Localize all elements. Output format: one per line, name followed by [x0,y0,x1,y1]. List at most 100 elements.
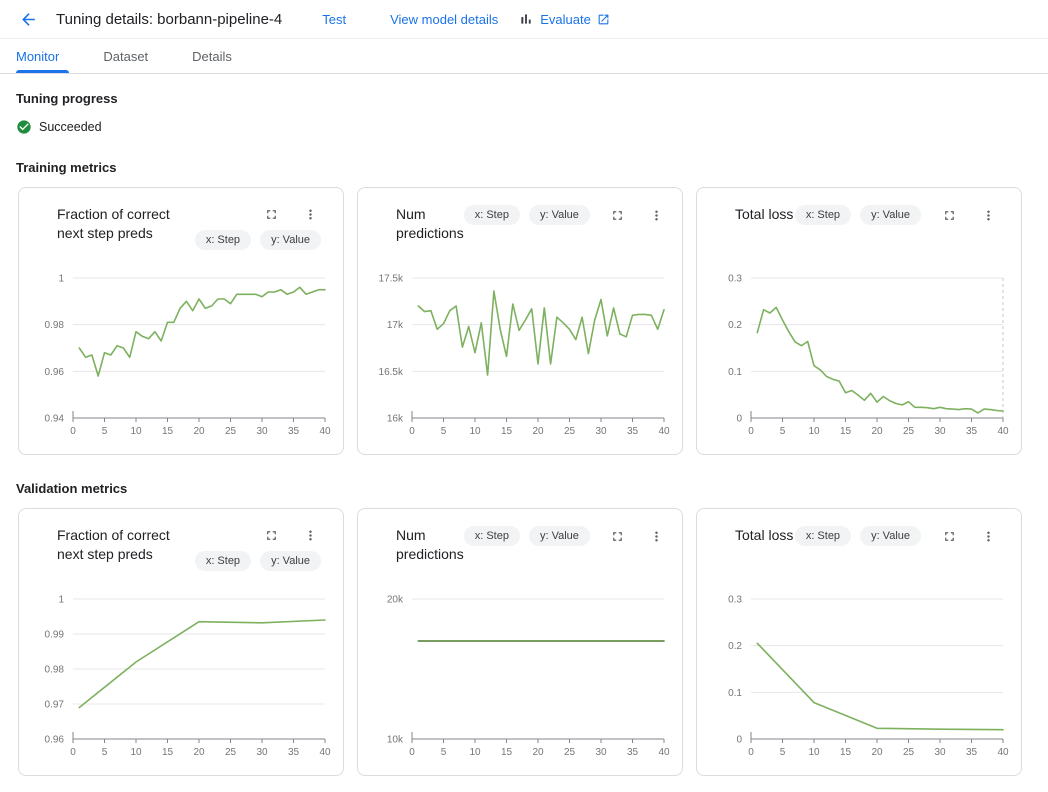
chart-title: Total loss [735,527,794,543]
line-chart: 0 0.1 0.2 0.3 0 5 10 15 20 25 30 35 40 [728,274,1009,438]
expand-chart-button[interactable] [609,527,627,545]
expand-chart-button[interactable] [940,206,958,224]
validation-metrics-heading: Validation metrics [16,481,128,496]
svg-text:40: 40 [997,747,1009,758]
svg-text:0: 0 [70,747,76,758]
open-in-new-icon [598,14,609,24]
view-model-details-button[interactable]: View model details [390,11,499,27]
validation-metrics-row: Fraction of correct next step preds x: St… [18,508,1032,776]
svg-text:15: 15 [840,426,852,437]
line-chart: 10k 20k 0 5 10 15 20 25 30 35 40 [387,595,670,759]
svg-text:10: 10 [130,747,142,758]
expand-chart-button[interactable] [262,526,280,544]
metric-card: Num predictions x: Step y: Value 16k 16.5k 17… [357,187,683,455]
tab-details[interactable]: Details [170,39,254,73]
svg-text:20: 20 [871,426,883,437]
svg-text:10: 10 [808,426,820,437]
fullscreen-icon [944,531,954,541]
tab-dataset[interactable]: Dataset [81,39,170,73]
chart-card-header: Fraction of correct next step preds x: St… [19,509,343,581]
svg-text:0.94: 0.94 [45,414,65,425]
metric-card: Total loss x: Step y: Value 0 0.1 0.2 0.3 0 5 10 1… [696,508,1022,776]
fullscreen-icon [613,210,623,220]
line-chart: 0 0.1 0.2 0.3 0 5 10 15 20 25 30 35 40 [728,595,1009,759]
expand-chart-button[interactable] [609,206,627,224]
kebab-icon [655,531,659,541]
svg-text:0.96: 0.96 [45,735,65,746]
y-axis-chip: y: Value [860,205,921,225]
svg-text:20: 20 [532,426,544,437]
chart-options-button[interactable] [301,205,319,223]
evaluate-button[interactable]: Evaluate [518,11,610,27]
svg-text:0: 0 [409,426,415,437]
svg-text:17k: 17k [387,320,404,331]
svg-text:20: 20 [532,747,544,758]
kebab-icon [986,210,990,220]
y-axis-chip: y: Value [860,526,921,546]
svg-text:5: 5 [441,747,447,758]
svg-text:16.5k: 16.5k [379,367,404,378]
y-axis-chip: y: Value [528,526,590,546]
chart-header-controls: x: Step y: Value [463,526,668,546]
y-axis-chip: y: Value [260,230,321,250]
chart-options-button[interactable] [648,206,666,224]
expand-chart-button[interactable] [940,527,958,545]
svg-text:20: 20 [193,426,205,437]
chart-header-controls: x: Step y: Value [794,205,999,225]
svg-text:10: 10 [469,426,481,437]
chart-options-button[interactable] [979,527,997,545]
svg-text:40: 40 [658,747,670,758]
svg-text:5: 5 [441,426,447,437]
svg-text:0: 0 [748,747,754,758]
chart-title: Num predictions [396,527,464,562]
svg-text:1: 1 [58,274,64,285]
svg-text:5: 5 [780,747,786,758]
svg-text:0.97: 0.97 [45,700,65,711]
svg-text:15: 15 [501,747,513,758]
svg-text:5: 5 [780,426,786,437]
chart-card-header: Total loss x: Step y: Value [697,509,1021,581]
svg-text:0: 0 [748,426,754,437]
svg-text:30: 30 [934,747,946,758]
svg-text:0.98: 0.98 [45,665,65,676]
training-metrics-heading: Training metrics [16,160,117,175]
svg-text:0.1: 0.1 [728,367,742,378]
chart-header-controls: x: Step y: Value [194,526,321,571]
line-chart: 16k 16.5k 17k 17.5k 0 5 10 15 20 25 30 35 40 [379,274,670,438]
svg-text:25: 25 [903,747,915,758]
svg-text:0: 0 [736,414,742,425]
kebab-icon [986,531,990,541]
svg-text:40: 40 [319,747,331,758]
expand-chart-button[interactable] [262,205,280,223]
svg-text:0.98: 0.98 [45,320,65,331]
tuning-progress-heading: Tuning progress [16,91,118,106]
svg-text:0.99: 0.99 [45,630,65,641]
kebab-icon [655,210,659,220]
fullscreen-icon [266,209,276,219]
back-button[interactable] [16,7,40,31]
tab-monitor[interactable]: Monitor [0,39,81,73]
svg-text:0: 0 [409,747,415,758]
test-button[interactable]: Test [322,11,347,27]
svg-text:35: 35 [627,747,639,758]
chart-options-button[interactable] [301,526,319,544]
chart-title: Num predictions [396,206,464,241]
page-title: Tuning details: borbann-pipeline-4 [56,10,283,28]
chart-icons-row [262,526,321,544]
svg-text:0: 0 [70,426,76,437]
svg-text:0.96: 0.96 [45,367,65,378]
svg-text:10: 10 [808,747,820,758]
bar-chart-icon [521,14,531,24]
svg-text:25: 25 [903,426,915,437]
chart-options-button[interactable] [648,527,666,545]
kebab-icon [308,209,312,219]
chart-icons-row [609,206,668,224]
chart-card-header: Num predictions x: Step y: Value [358,188,682,260]
svg-text:5: 5 [102,426,108,437]
svg-text:30: 30 [256,426,268,437]
svg-text:40: 40 [319,426,331,437]
chart-header-controls: x: Step y: Value [194,205,321,250]
chart-options-button[interactable] [979,206,997,224]
svg-text:35: 35 [288,426,300,437]
svg-text:30: 30 [256,747,268,758]
